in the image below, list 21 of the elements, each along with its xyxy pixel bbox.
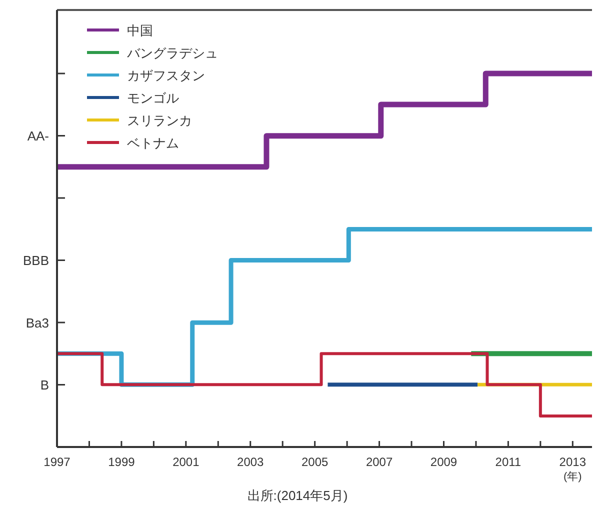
xtick: 1997: [44, 455, 70, 469]
legend-label: 中国: [127, 23, 153, 38]
xlabel: (年): [564, 471, 582, 483]
annotation: B: [40, 378, 49, 393]
xtick: 2005: [301, 455, 328, 469]
annotation: Ba3: [26, 316, 49, 330]
xtick: 2007: [366, 455, 393, 469]
legend-label: カザフスタン: [127, 68, 205, 83]
xtick: 2001: [172, 455, 200, 469]
annotation: BBB: [22, 253, 49, 268]
annotation: 出所:(2014年5月): [247, 488, 348, 503]
legend-label: ベトナム: [127, 136, 179, 150]
xtick: 1999: [108, 455, 135, 469]
legend-label: モンゴル: [127, 90, 179, 106]
xtick: 2011: [495, 455, 522, 469]
xtick: 2013: [559, 455, 586, 469]
legend-label: スリランカ: [127, 113, 192, 128]
annotation: AA-: [27, 128, 49, 144]
xtick: 2003: [237, 455, 264, 469]
xtick: 2009: [430, 455, 458, 469]
legend-label: バングラデシュ: [127, 46, 218, 60]
